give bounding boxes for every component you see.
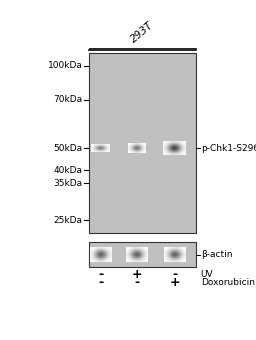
- Bar: [89, 242, 196, 267]
- Text: -: -: [135, 276, 140, 289]
- Text: p-Chk1-S296: p-Chk1-S296: [201, 143, 256, 153]
- Text: 70kDa: 70kDa: [54, 95, 83, 104]
- Text: β-actin: β-actin: [201, 250, 232, 259]
- Text: +: +: [132, 268, 143, 281]
- Text: -: -: [98, 268, 103, 281]
- Text: 50kDa: 50kDa: [54, 143, 83, 153]
- Bar: [89, 53, 196, 233]
- Text: 25kDa: 25kDa: [54, 216, 83, 225]
- Text: 35kDa: 35kDa: [54, 179, 83, 188]
- Text: -: -: [172, 268, 177, 281]
- Text: 40kDa: 40kDa: [54, 166, 83, 175]
- Text: Doxorubicin: Doxorubicin: [201, 278, 255, 287]
- Text: +: +: [169, 276, 180, 289]
- Text: -: -: [98, 276, 103, 289]
- Text: 293T: 293T: [129, 20, 155, 44]
- Text: UV: UV: [201, 270, 213, 279]
- Text: 100kDa: 100kDa: [48, 61, 83, 70]
